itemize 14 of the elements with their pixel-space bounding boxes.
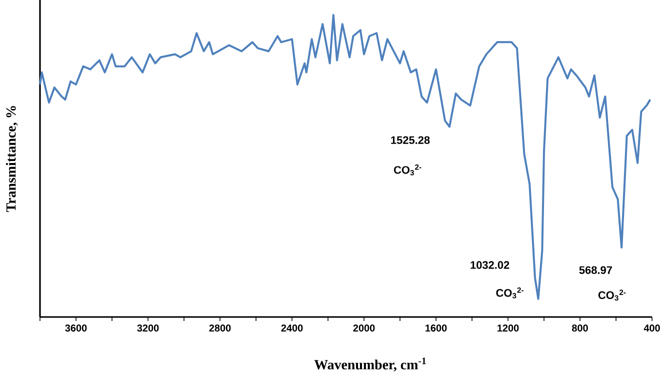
x-tick-label: 2000 (353, 324, 375, 332)
x-tick-label: 1600 (426, 324, 447, 332)
x-tick-label: 400 (644, 324, 660, 332)
x-tick-label: 2400 (281, 324, 303, 332)
x-tick-label: 800 (572, 324, 588, 332)
x-tick-label: 1200 (498, 324, 519, 332)
annotation: 568.97 (579, 266, 612, 274)
y-axis-title: Transmittance, % (6, 106, 18, 212)
x-tick-label: 3600 (65, 324, 87, 332)
x-axis-title: Wavenumber, cm$^{-1}$ (314, 358, 426, 372)
annotation: 1032.02 (470, 261, 510, 269)
x-tick-label: 2800 (209, 324, 231, 332)
x-tick-label: 3200 (137, 324, 159, 332)
annotation: 1525.28 (391, 136, 430, 144)
